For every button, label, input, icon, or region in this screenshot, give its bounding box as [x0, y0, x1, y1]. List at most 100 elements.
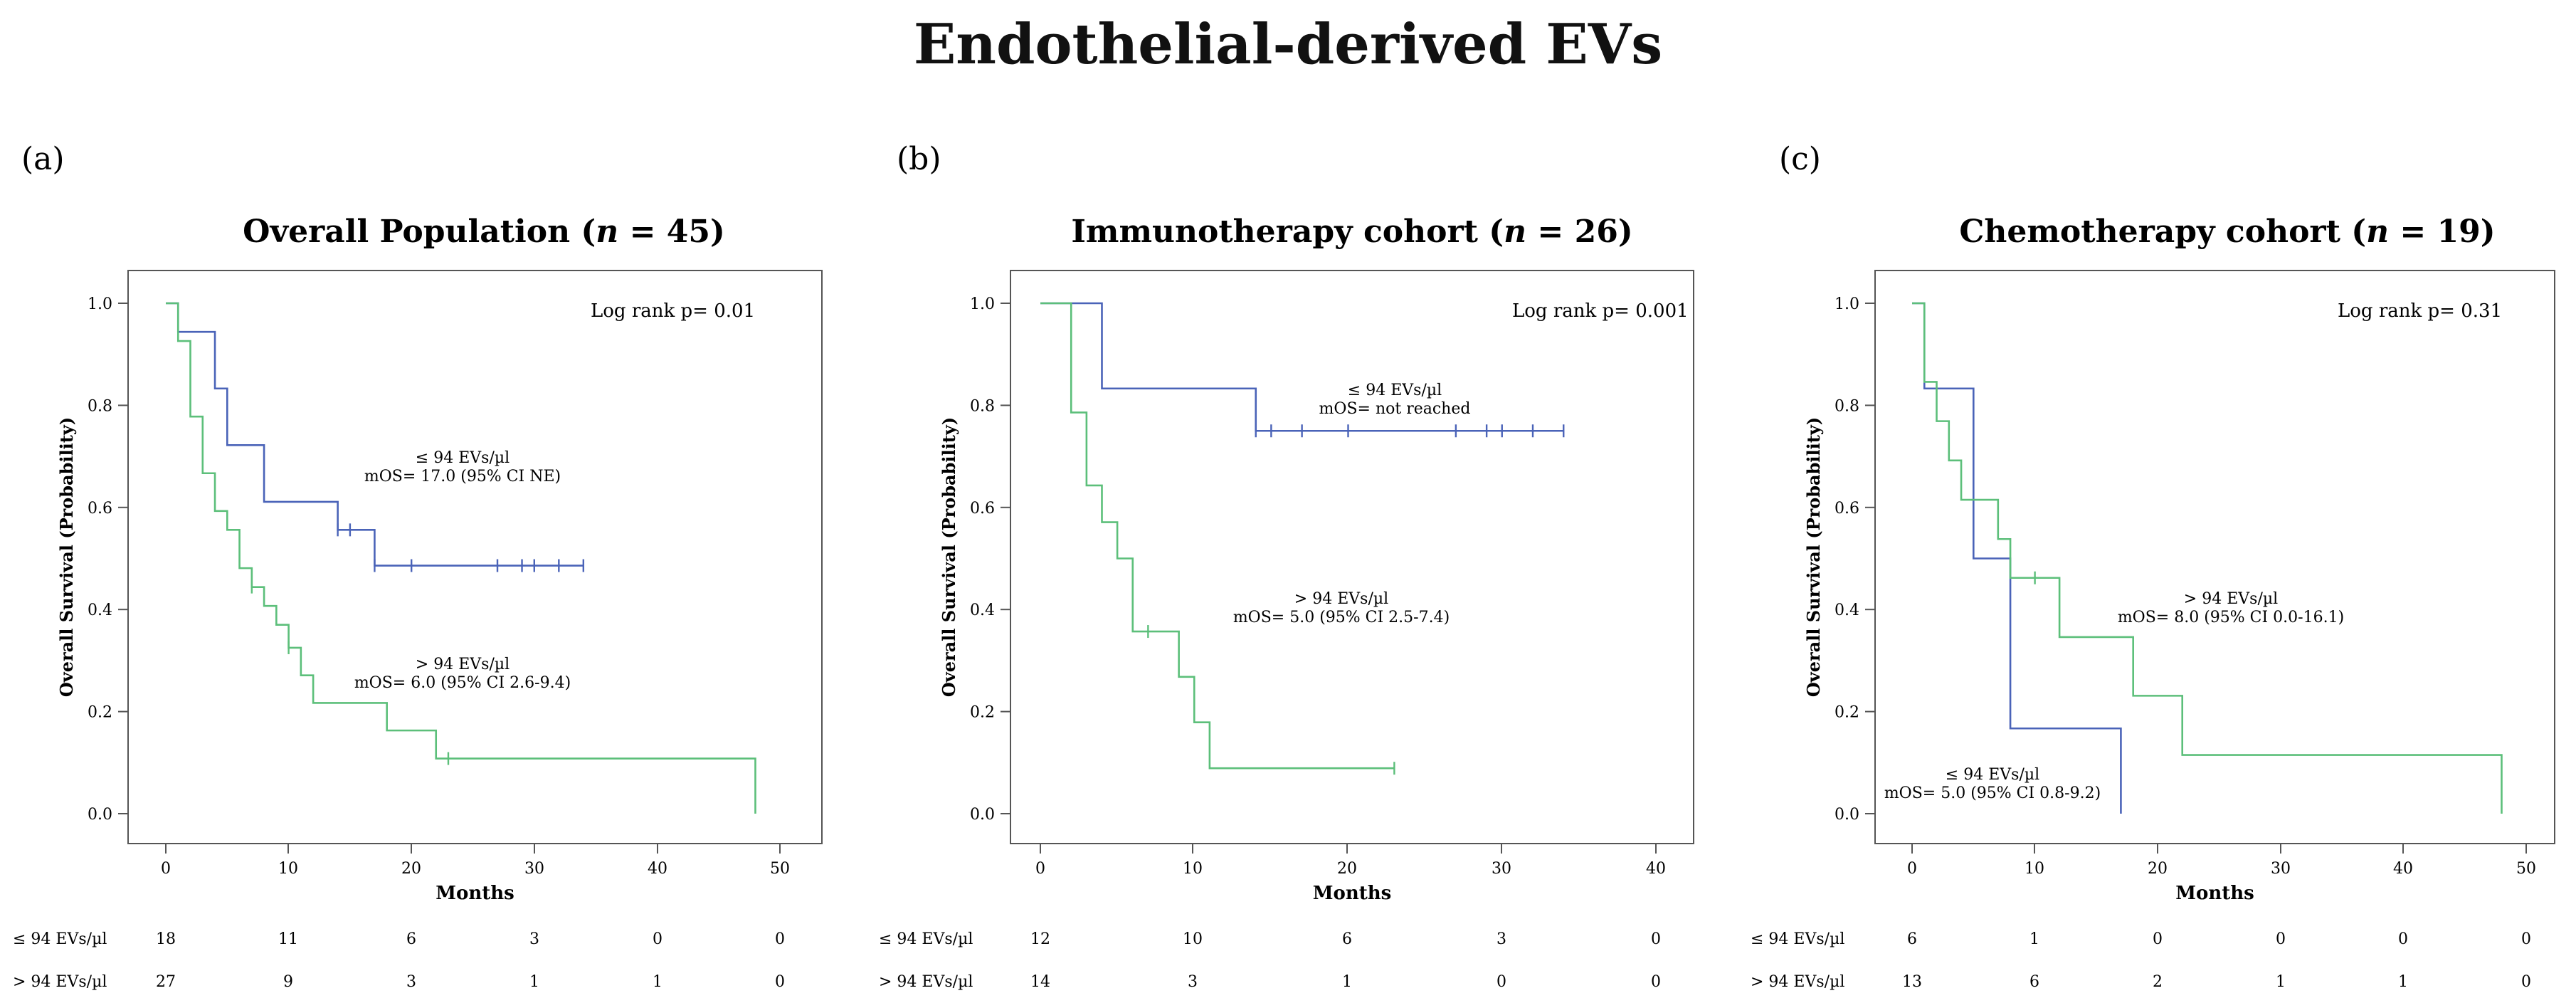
y-axis-label: Overall Survival (Probability): [1803, 417, 1824, 697]
risk-count: 3: [1496, 930, 1506, 948]
y-tick-label: 0.2: [1835, 704, 1859, 722]
curve-annotation: mOS= 5.0 (95% CI 2.5-7.4): [1233, 609, 1450, 626]
y-tick-label: 0.0: [1835, 806, 1859, 824]
x-tick-label: 20: [1337, 860, 1357, 878]
risk-count: 0: [1496, 973, 1506, 991]
risk-count: 6: [1907, 930, 1917, 948]
y-tick-label: 0.4: [1835, 602, 1859, 619]
y-tick-label: 0.4: [970, 602, 995, 619]
y-tick-label: 0.2: [88, 704, 112, 722]
x-axis-label: Months: [436, 883, 514, 904]
risk-count: 13: [1902, 973, 1922, 991]
y-tick-label: 1.0: [1835, 295, 1859, 313]
x-tick-label: 50: [770, 860, 790, 878]
y-tick-label: 0.6: [88, 500, 112, 518]
y-tick-label: 0.8: [1835, 397, 1859, 415]
y-tick-label: 0.6: [1835, 500, 1859, 518]
curve-annotation: ≤ 94 EVs/µl: [416, 449, 510, 467]
logrank-text: Log rank p= 0.001: [1512, 300, 1689, 322]
x-tick-label: 30: [2271, 860, 2291, 878]
risk-count: 18: [156, 930, 176, 948]
x-axis-label: Months: [1313, 883, 1392, 904]
risk-count: 3: [1188, 973, 1198, 991]
risk-count: 0: [1651, 930, 1661, 948]
curve-annotation: ≤ 94 EVs/µl: [1348, 382, 1442, 399]
risk-row-label: ≤ 94 EVs/µl: [879, 930, 973, 948]
x-tick-label: 0: [1907, 860, 1917, 878]
x-tick-label: 10: [278, 860, 298, 878]
risk-count: 0: [775, 930, 785, 948]
logrank-text: Log rank p= 0.31: [2338, 300, 2502, 322]
risk-count: 10: [1183, 930, 1203, 948]
survival-curve-high: [1912, 302, 2503, 814]
risk-row-label: > 94 EVs/µl: [1751, 973, 1844, 991]
panel-a: (a) Overall Population (n = 45) 0.0 0.2 0.4 0…: [13, 141, 823, 991]
risk-count: 6: [406, 930, 416, 948]
risk-count: 3: [529, 930, 539, 948]
risk-count: 0: [653, 930, 663, 948]
curve-annotation: > 94 EVs/µl: [2184, 590, 2278, 608]
panel-label: (a): [21, 141, 65, 177]
y-axis-label: Overall Survival (Probability): [939, 417, 959, 697]
risk-row-label: > 94 EVs/µl: [13, 973, 107, 991]
risk-count: 12: [1030, 930, 1050, 948]
risk-count: 1: [1342, 973, 1352, 991]
y-tick-label: 0.0: [970, 806, 995, 824]
curve-annotation: mOS= not reached: [1319, 400, 1471, 418]
panel-c: (c) Chemotherapy cohort (n = 19) 0.0 0.2 0.4…: [1751, 141, 2555, 991]
x-tick-label: 40: [2393, 860, 2413, 878]
risk-count: 1: [2029, 930, 2039, 948]
panel-b: (b) Immunotherapy cohort (n = 26) 0.0 0.2 0.…: [879, 141, 1694, 991]
y-axis-label: Overall Survival (Probability): [56, 417, 77, 697]
risk-count: 14: [1030, 973, 1050, 991]
y-tick-label: 1.0: [970, 295, 995, 313]
curve-annotation: ≤ 94 EVs/µl: [1946, 766, 2039, 784]
figure-title: Endothelial-derived EVs: [913, 12, 1663, 77]
survival-curve-low: [1912, 302, 2122, 814]
survival-curve-high: [166, 302, 756, 814]
risk-row-label: > 94 EVs/µl: [879, 973, 973, 991]
curve-annotation: mOS= 6.0 (95% CI 2.6-9.4): [354, 674, 571, 692]
risk-count: 1: [653, 973, 663, 991]
risk-count: 1: [2276, 973, 2286, 991]
x-tick-label: 10: [2025, 860, 2044, 878]
y-tick-label: 0.2: [970, 704, 995, 722]
x-tick-label: 30: [1492, 860, 1511, 878]
risk-row-label: ≤ 94 EVs/µl: [1751, 930, 1844, 948]
panel-title-suffix: = 45): [618, 214, 725, 250]
x-tick-label: 40: [1646, 860, 1666, 878]
risk-row-label: ≤ 94 EVs/µl: [13, 930, 107, 948]
curve-annotation: mOS= 8.0 (95% CI 0.0-16.1): [2118, 609, 2344, 626]
x-axis-label: Months: [2175, 883, 2254, 904]
panel-title: Chemotherapy cohort (n = 19): [1959, 214, 2495, 250]
panel-title-suffix: = 19): [2389, 214, 2496, 250]
panel-label: (b): [897, 141, 941, 177]
risk-count: 1: [2398, 973, 2408, 991]
risk-count: 0: [2153, 930, 2163, 948]
curve-annotation: > 94 EVs/µl: [1294, 590, 1388, 608]
risk-count: 0: [2521, 973, 2531, 991]
panel-title: Immunotherapy cohort (n = 26): [1071, 214, 1632, 250]
x-tick-label: 10: [1183, 860, 1203, 878]
curve-annotation: > 94 EVs/µl: [416, 656, 510, 673]
survival-curve-low: [166, 302, 584, 567]
x-tick-label: 0: [161, 860, 171, 878]
panel-label: (c): [1779, 141, 1821, 177]
plot-frame: [127, 270, 823, 844]
curve-annotation: mOS= 5.0 (95% CI 0.8-9.2): [1884, 784, 2101, 802]
risk-count: 2: [2153, 973, 2163, 991]
risk-count: 9: [283, 973, 293, 991]
y-tick-label: 0.0: [88, 806, 112, 824]
y-tick-label: 0.8: [88, 397, 112, 415]
panel-title-prefix: Overall Population (: [243, 214, 596, 250]
risk-count: 11: [278, 930, 298, 948]
panel-title-prefix: Chemotherapy cohort (: [1959, 214, 2366, 250]
risk-count: 0: [2521, 930, 2531, 948]
risk-count: 6: [1342, 930, 1352, 948]
risk-count: 0: [2398, 930, 2408, 948]
x-tick-label: 20: [401, 860, 421, 878]
x-tick-label: 40: [648, 860, 667, 878]
risk-count: 0: [2276, 930, 2286, 948]
plot-frame: [1010, 270, 1694, 844]
risk-count: 6: [2029, 973, 2039, 991]
